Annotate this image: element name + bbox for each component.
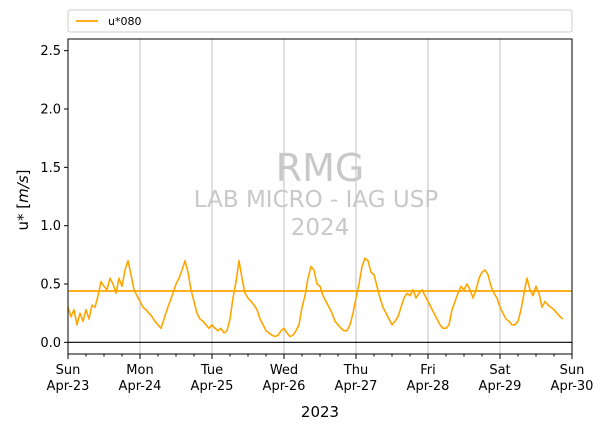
- x-tick-label-day: Sun: [56, 363, 81, 378]
- x-tick-label-date: Apr-28: [407, 379, 450, 394]
- y-axis-title-end: ]: [14, 170, 32, 176]
- x-tick-label-day: Mon: [126, 363, 153, 378]
- x-axis-ticks: SunApr-23MonApr-24TueApr-25WedApr-26ThuA…: [47, 354, 594, 394]
- gridlines: [139, 39, 501, 354]
- x-tick-label-date: Apr-24: [119, 379, 162, 394]
- x-tick-label-day: Wed: [270, 363, 298, 378]
- y-tick-label: 0.5: [40, 278, 61, 293]
- x-tick-label-date: Apr-30: [551, 379, 594, 394]
- y-axis-title-unit: m/s: [14, 175, 32, 203]
- y-axis-title: u* [m/s]: [14, 170, 32, 231]
- x-tick-label-day: Tue: [200, 363, 223, 378]
- x-tick-label-date: Apr-29: [479, 379, 522, 394]
- x-tick-label-day: Fri: [420, 363, 436, 378]
- y-axis-ticks: 0.0 0.5 1.0 1.5 2.0 2.5: [40, 44, 68, 351]
- legend-label-u080: u*080: [108, 15, 141, 28]
- x-tick-label-date: Apr-25: [191, 379, 234, 394]
- x-tick-label-date: Apr-26: [263, 379, 306, 394]
- plot-area: RMG LAB MICRO - IAG USP 2024 0.0 0.5 1.0 1.…: [40, 38, 594, 394]
- legend-frame: [67, 9, 573, 33]
- y-tick-label: 1.5: [40, 161, 61, 176]
- x-axis-title: 2023: [301, 403, 339, 421]
- x-tick-label-date: Apr-27: [335, 379, 378, 394]
- y-tick-label: 0.0: [40, 336, 61, 351]
- series-line-u080: [67, 257, 564, 338]
- y-axis-title-main: u* [: [14, 203, 32, 231]
- x-tick-label-day: Sat: [489, 363, 510, 378]
- legend: u*080: [67, 9, 573, 33]
- watermark-line-2: LAB MICRO - IAG USP: [194, 187, 439, 213]
- x-tick-label-day: Thu: [343, 363, 368, 378]
- y-tick-label: 2.0: [40, 103, 61, 118]
- y-tick-label: 2.5: [40, 44, 61, 59]
- watermark: RMG LAB MICRO - IAG USP 2024: [194, 146, 439, 241]
- watermark-line-1: RMG: [276, 146, 365, 190]
- y-tick-label: 1.0: [40, 219, 61, 234]
- x-tick-label-date: Apr-23: [47, 379, 90, 394]
- watermark-line-3: 2024: [291, 215, 350, 241]
- x-tick-label-day: Sun: [560, 363, 585, 378]
